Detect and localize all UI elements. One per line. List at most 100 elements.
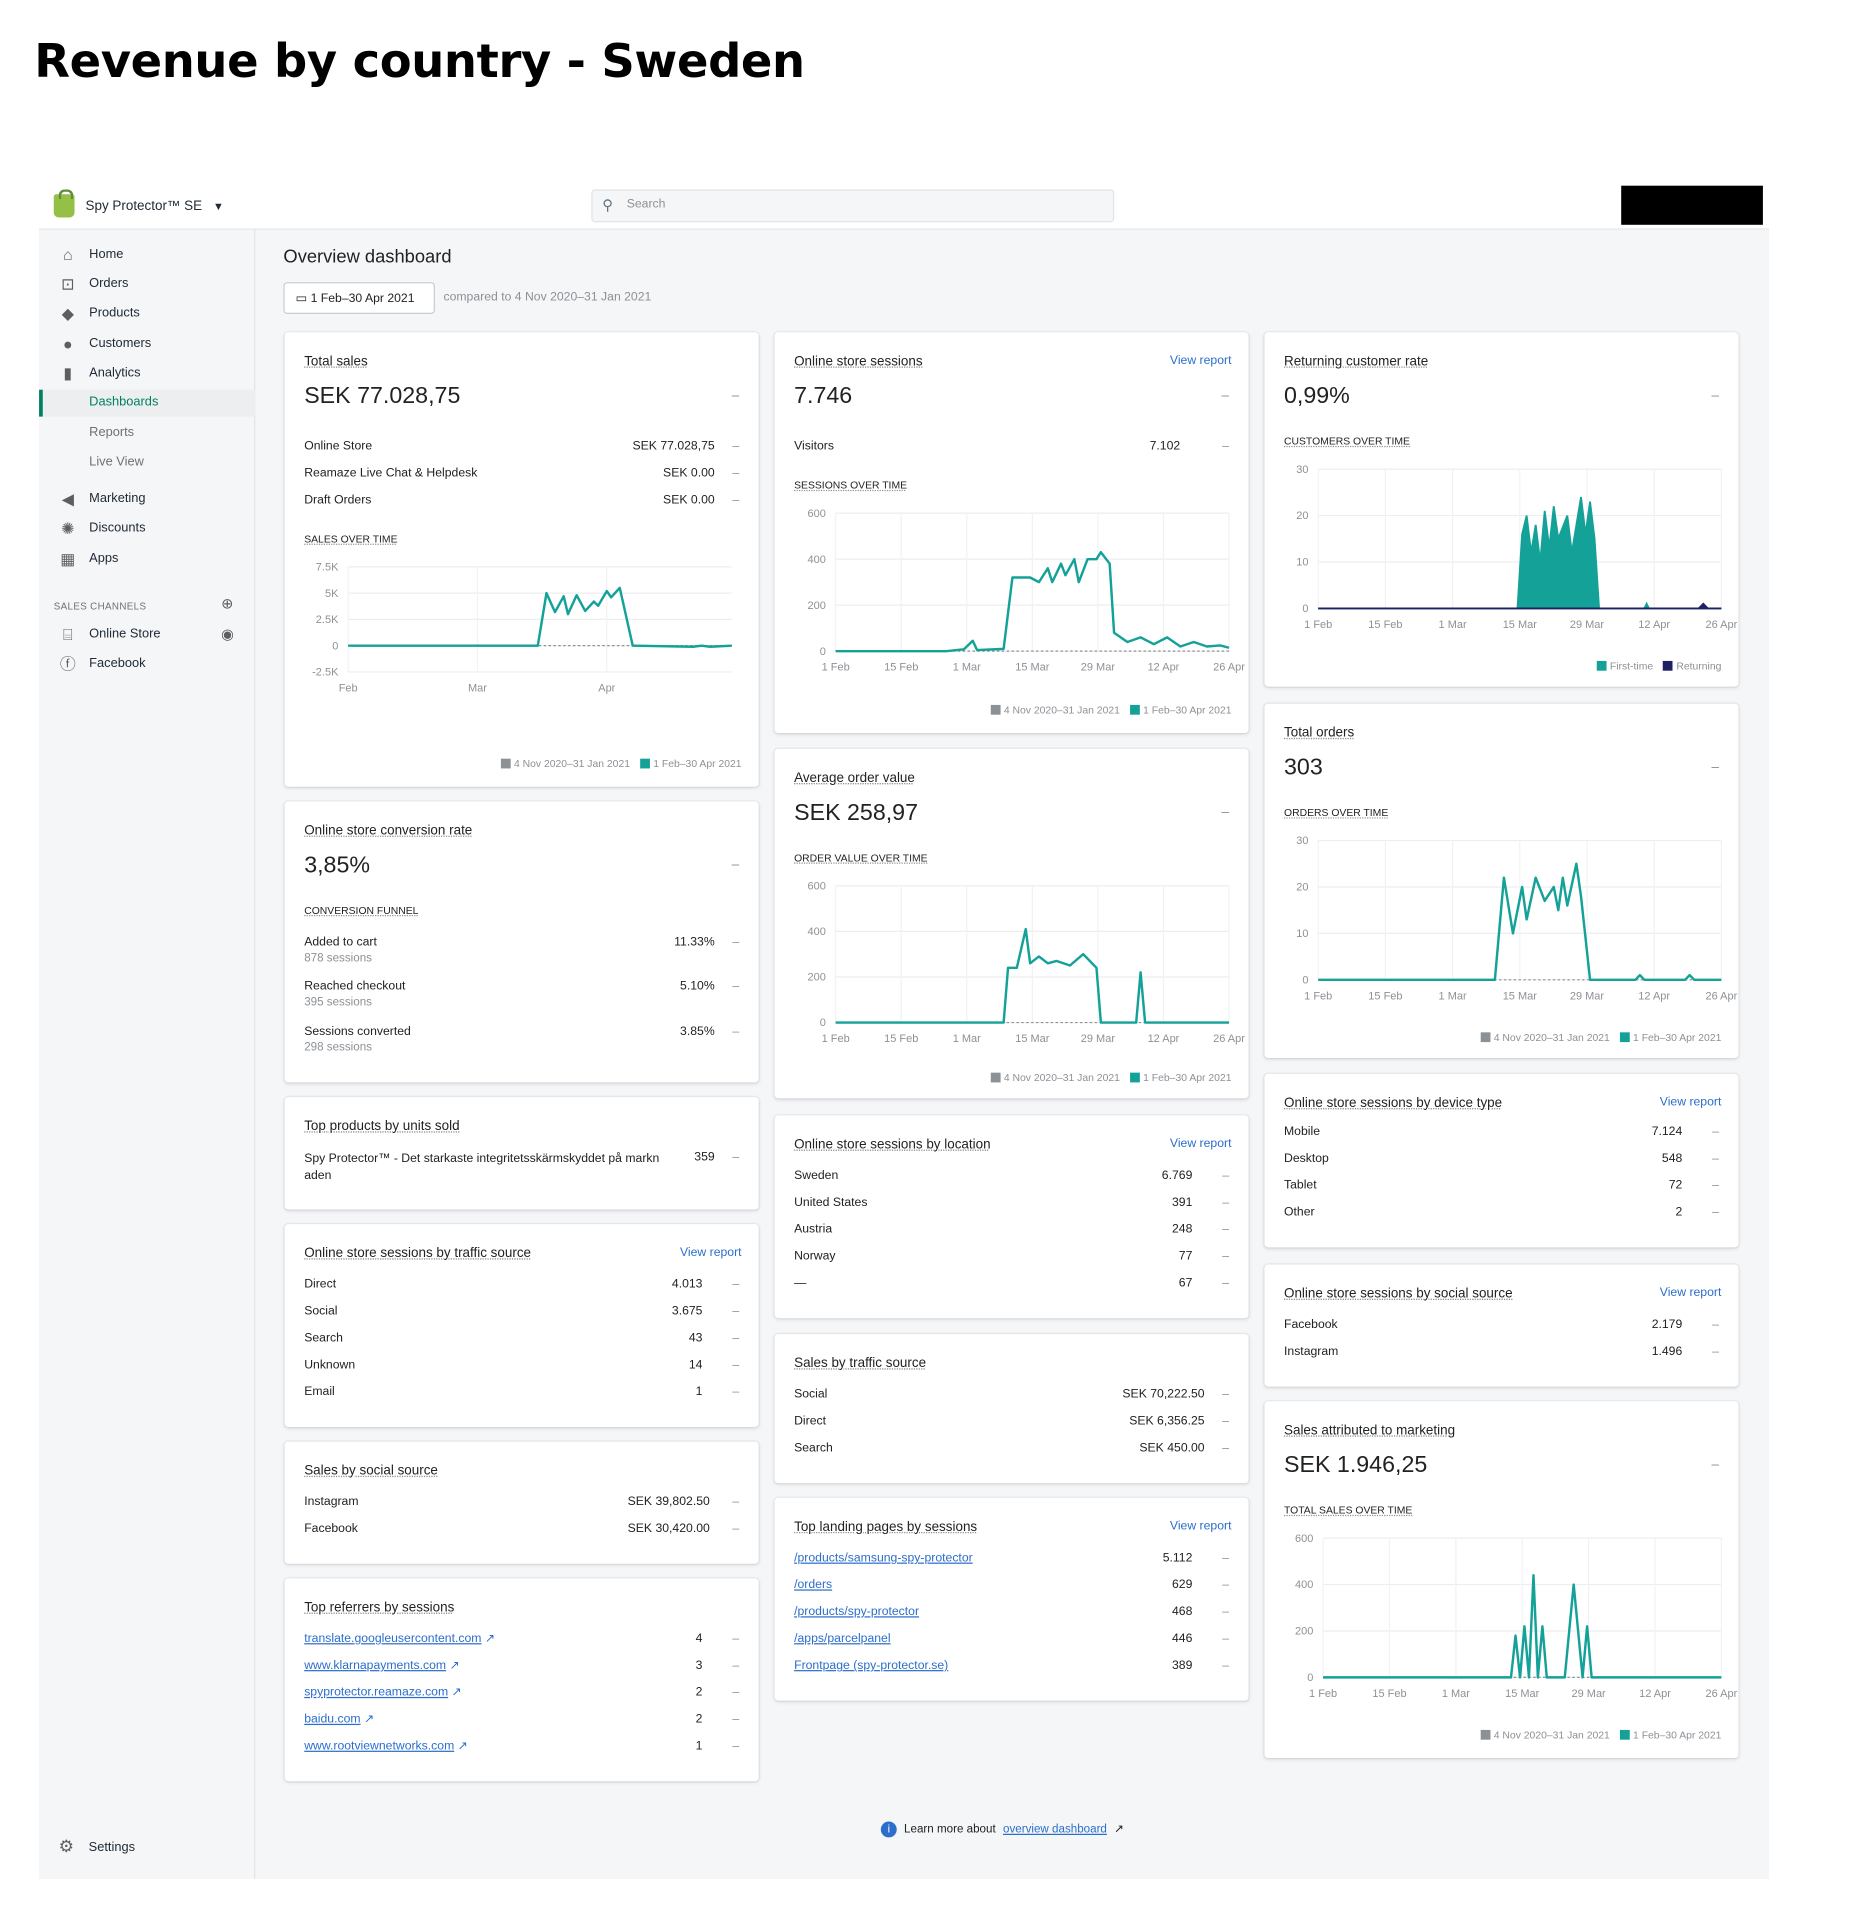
redacted-account-area [1621,185,1763,225]
row-link[interactable]: Frontpage (spy-protector.se) [794,1659,949,1673]
footer-prefix: Learn more about [904,1822,996,1837]
view-report-link[interactable]: View report [1169,1137,1232,1151]
row-change: – [732,1385,740,1399]
row-change: – [1712,1178,1719,1193]
y-tick-label: 200 [808,972,826,984]
table-row[interactable]: www.rootviewnetworks.com ↗ 1 – [304,1740,739,1764]
sidebar-item-analytics[interactable]: ▮ Analytics [39,360,255,387]
sidebar-item-marketing[interactable]: ◀ Marketing [39,486,255,513]
row-link[interactable]: www.klarnapayments.com [304,1659,447,1673]
y-tick-label: 400 [808,554,826,566]
view-report-link[interactable]: View report [1169,354,1232,368]
sidebar-item-apps[interactable]: ▦ Apps [39,546,255,573]
row-link[interactable]: translate.googleusercontent.com [304,1632,482,1646]
table-row: Other 2 – [1284,1206,1719,1230]
aov-card[interactable]: Average order value SEK 258,97 – ORDER V… [774,748,1249,1099]
conversion-rate-card[interactable]: Online store conversion rate 3,85% – CON… [284,801,759,1083]
row-link[interactable]: /products/spy-protector [794,1605,920,1619]
view-report-link[interactable]: View report [1659,1286,1722,1300]
x-tick-label: Apr [598,682,615,694]
eye-icon[interactable]: ◉ [221,625,234,643]
marketing-card[interactable]: Sales attributed to marketing SEK 1.946,… [1264,1401,1739,1759]
row-value: 359 [694,1150,715,1165]
store-switcher[interactable]: Spy Protector™ SE ▼ [53,189,224,218]
device-card[interactable]: Online store sessions by device type Vie… [1264,1073,1739,1248]
sidebar-item-live-view[interactable]: Live View [39,450,255,477]
table-row[interactable]: spyprotector.reamaze.com ↗ 2 – [304,1686,739,1710]
view-report-link[interactable]: View report [679,1246,742,1260]
sidebar-item-home[interactable]: ⌂ Home [39,242,255,269]
line-series [348,586,732,648]
sidebar-item-products[interactable]: ◆ Products [39,301,255,328]
row-change: – [732,1358,740,1372]
table-row[interactable]: /orders 629 – [794,1578,1229,1602]
y-tick-label: 2.5K [316,614,339,626]
y-tick-label: 200 [808,600,826,612]
table-row[interactable]: www.klarnapayments.com ↗ 3 – [304,1659,739,1683]
row-value: 11.33% [674,935,715,950]
total-sales-card[interactable]: Total sales SEK 77.028,75 – Online Store… [284,332,759,787]
table-row[interactable]: /products/spy-protector 468 – [794,1605,1229,1629]
row-link[interactable]: /products/samsung-spy-protector [794,1551,973,1565]
table-row[interactable]: translate.googleusercontent.com ↗ 4 – [304,1632,739,1656]
row-link[interactable]: spyprotector.reamaze.com [304,1685,449,1700]
card-title: Online store sessions by location [794,1137,991,1153]
y-tick-label: 0 [1307,1672,1313,1684]
row-link[interactable]: baidu.com [304,1712,361,1727]
table-row[interactable]: /apps/parcelpanel 446 – [794,1632,1229,1656]
sales-chart: 7.5K 5K 2.5K 0 -2.5K Feb Mar Apr [285,332,759,786]
y-tick-label: 0 [332,640,338,652]
social-sales-card[interactable]: Sales by social source Instagram SEK 39,8… [284,1441,759,1564]
sidebar-item-customers[interactable]: ● Customers [39,331,255,358]
row-label: Visitors [794,439,834,454]
table-row: Visitors 7.102 – [794,440,1229,464]
traffic-sessions-card[interactable]: Online store sessions by traffic source … [284,1224,759,1427]
row-label: United States [794,1196,868,1210]
landing-pages-card[interactable]: Top landing pages by sessions View repor… [774,1497,1249,1701]
returning-rate-card[interactable]: Returning customer rate 0,99% – CUSTOMER… [1264,332,1739,687]
row-value: SEK 6,356.25 [1129,1414,1205,1429]
sidebar-item-settings[interactable]: ⚙ Settings [59,1836,135,1857]
top-products-card[interactable]: Top products by units sold Spy Protector… [284,1097,759,1210]
table-row[interactable]: Frontpage (spy-protector.se) 389 – [794,1659,1229,1683]
add-channel-icon[interactable]: ⊕ [221,594,234,613]
row-sub: 878 sessions [304,951,372,966]
row-change: – [732,979,740,994]
x-tick-label: 29 Mar [1570,990,1605,1002]
table-row[interactable]: baidu.com ↗ 2 – [304,1713,739,1737]
sidebar-item-dashboards[interactable]: Dashboards [39,389,256,417]
view-report-link[interactable]: View report [1659,1095,1722,1110]
list-item: Spy Protector™ - Det starkaste integrite… [304,1151,739,1195]
sessions-card[interactable]: Online store sessions View report 7.746 … [774,332,1249,734]
topbar: Spy Protector™ SE ▼ ⚲ Search [39,183,1770,230]
location-card[interactable]: Online store sessions by location View r… [774,1115,1249,1319]
chart-legend: 4 Nov 2020–31 Jan 2021 1 Feb–30 Apr 2021 [990,1071,1231,1084]
table-row[interactable]: /products/samsung-spy-protector 5.112 – [794,1552,1229,1576]
external-link-icon: ↗ [360,1712,375,1727]
row-link[interactable]: /orders [794,1578,833,1592]
store-icon: ⌸ [63,625,73,644]
sidebar-item-orders[interactable]: ⊡ Orders [39,271,255,298]
date-range-button[interactable]: ▭ 1 Feb–30 Apr 2021 [283,282,435,314]
overview-dashboard-link[interactable]: overview dashboard [1003,1822,1107,1837]
view-report-link[interactable]: View report [1169,1519,1232,1534]
row-label: Austria [794,1222,833,1237]
legend-returning: Returning [1662,660,1721,672]
sidebar-item-facebook[interactable]: ⓕ Facebook [39,651,255,678]
row-change: – [1712,1125,1719,1139]
row-value: 14 [688,1358,703,1372]
y-tick-label: 20 [1296,882,1308,894]
row-value: 3.675 [671,1304,703,1319]
social-sessions-card[interactable]: Online store sessions by social source V… [1264,1264,1739,1387]
row-link[interactable]: www.rootviewnetworks.com [304,1739,455,1754]
row-link[interactable]: /apps/parcelpanel [794,1632,891,1646]
referrers-card[interactable]: Top referrers by sessions translate.goog… [284,1578,759,1782]
sidebar-item-reports[interactable]: Reports [39,420,255,447]
sidebar-item-discounts[interactable]: ✺ Discounts [39,516,255,543]
traffic-sales-card[interactable]: Sales by traffic source Social SEK 70,222… [774,1334,1249,1484]
search-input[interactable]: ⚲ Search [591,189,1115,223]
total-orders-card[interactable]: Total orders 303 – ORDERS OVER TIME 30 20… [1264,703,1739,1058]
sidebar-item-online-store[interactable]: ⌸ Online Store ◉ [39,622,255,649]
legend-curr: 1 Feb–30 Apr 2021 [1619,1031,1721,1043]
